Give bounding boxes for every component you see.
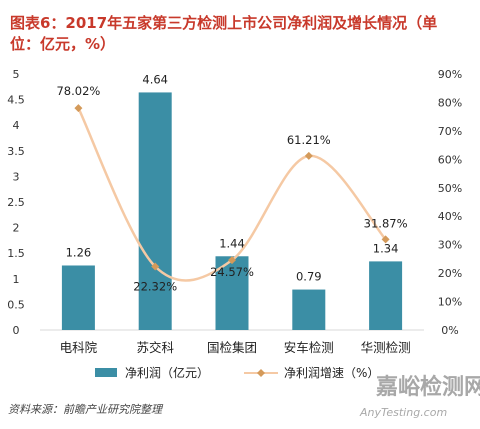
legend-line-marker bbox=[257, 369, 265, 377]
source-note: 资料来源：前瞻产业研究院整理 bbox=[8, 403, 164, 416]
right-tick-label: 60% bbox=[438, 153, 462, 166]
left-tick-label: 2 bbox=[13, 222, 20, 235]
line-value-label: 22.32% bbox=[133, 280, 177, 294]
right-tick-label: 90% bbox=[438, 68, 462, 81]
bar bbox=[61, 265, 95, 330]
legend-line-label: 净利润增速（%） bbox=[284, 366, 379, 380]
line-point bbox=[228, 256, 236, 265]
right-tick-label: 30% bbox=[438, 239, 462, 252]
legend-bar-label: 净利润（亿元） bbox=[125, 365, 209, 380]
line-value-label: 31.87% bbox=[364, 216, 408, 230]
right-tick-label: 50% bbox=[438, 182, 462, 195]
category-label: 国检集团 bbox=[207, 340, 257, 355]
bar-value-label: 1.26 bbox=[66, 245, 92, 259]
category-label: 华测检测 bbox=[361, 340, 411, 355]
line-series bbox=[74, 104, 390, 282]
left-tick-label: 3.5 bbox=[7, 145, 25, 158]
data-labels: 1.26 4.64 1.44 0.79 1.34 78.02% 22.32% 24.57% 61… bbox=[56, 72, 407, 293]
right-tick-label: 10% bbox=[438, 296, 462, 309]
left-tick-label: 0.5 bbox=[7, 298, 25, 311]
right-tick-label: 70% bbox=[438, 125, 462, 138]
bar-value-label: 0.79 bbox=[296, 270, 322, 284]
line-point bbox=[151, 262, 160, 271]
left-tick-label: 5 bbox=[13, 68, 20, 81]
line-value-label: 24.57% bbox=[210, 265, 254, 279]
bar-value-label: 4.64 bbox=[142, 72, 168, 86]
right-tick-label: 80% bbox=[438, 96, 462, 109]
bar-series bbox=[61, 92, 403, 330]
bar bbox=[138, 92, 172, 330]
watermark-url: AnyTesting.com bbox=[359, 406, 447, 419]
category-label: 苏交科 bbox=[136, 340, 174, 355]
chart-title-line1: 图表6：2017年五家第三方检测上市公司净利润及增长情况（单 bbox=[10, 14, 437, 32]
category-label: 安车检测 bbox=[284, 340, 334, 355]
left-tick-label: 1 bbox=[13, 273, 20, 286]
bar-value-label: 1.34 bbox=[373, 241, 399, 255]
left-tick-label: 4.5 bbox=[7, 94, 25, 107]
right-tick-label: 40% bbox=[438, 210, 462, 223]
left-axis: 0 0.5 1 1.5 2 2.5 3 3.5 4 4.5 5 bbox=[7, 68, 424, 337]
right-axis: 0% 10% 20% 30% 40% 50% 60% 70% 80% 90% bbox=[438, 68, 462, 337]
line-value-label: 78.02% bbox=[56, 84, 100, 98]
legend-bar-swatch bbox=[95, 368, 117, 377]
bar bbox=[369, 261, 403, 330]
legend: 净利润（亿元） 净利润增速（%） bbox=[95, 365, 379, 380]
line-point bbox=[381, 235, 390, 244]
left-tick-label: 1.5 bbox=[7, 247, 25, 260]
bar-value-label: 1.44 bbox=[219, 236, 245, 250]
line-point bbox=[304, 151, 313, 160]
watermark-text: 嘉峪检测网 bbox=[376, 374, 480, 400]
left-tick-label: 0 bbox=[13, 324, 20, 337]
category-label: 电科院 bbox=[60, 340, 98, 355]
bar bbox=[292, 289, 326, 330]
growth-line bbox=[77, 107, 387, 282]
line-point bbox=[74, 104, 83, 113]
left-tick-label: 4 bbox=[13, 119, 20, 132]
right-tick-label: 0% bbox=[441, 324, 458, 337]
right-tick-label: 20% bbox=[438, 267, 462, 280]
left-tick-label: 2.5 bbox=[7, 196, 25, 209]
category-labels: 电科院 苏交科 国检集团 安车检测 华测检测 bbox=[60, 340, 411, 355]
chart-title-line2: 位：亿元，%） bbox=[10, 35, 115, 53]
watermark-logo: 嘉峪检测网 AnyTesting.com bbox=[359, 374, 480, 419]
line-value-label: 61.21% bbox=[287, 133, 331, 147]
left-tick-label: 3 bbox=[13, 170, 20, 183]
